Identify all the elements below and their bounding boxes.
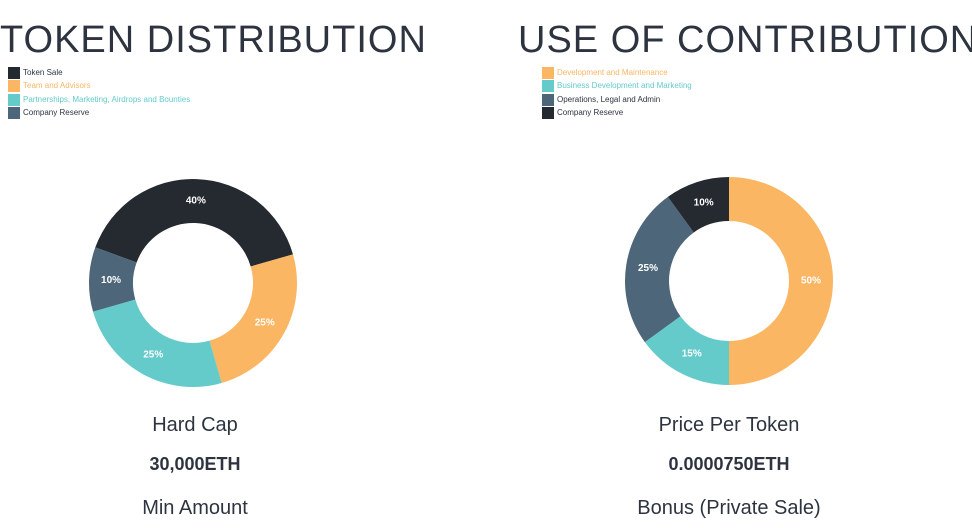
donut-slice[interactable] — [729, 177, 833, 385]
legend-item[interactable]: Business Development and Marketing — [542, 80, 692, 94]
token-distribution-donut: 40% 25% 25% 10% — [89, 179, 297, 387]
slice-data-label: 10% — [101, 275, 121, 286]
legend-swatch — [8, 93, 20, 106]
legend-swatch — [8, 80, 20, 93]
use-of-contributions-panel: USE OF CONTRIBUTIONS Development and Mai… — [512, 0, 972, 528]
donut-slice[interactable] — [644, 316, 729, 385]
slice-data-label: 25% — [143, 349, 163, 360]
legend-swatch — [542, 93, 554, 106]
slice-data-label: 50% — [801, 276, 821, 287]
legend-swatch — [8, 66, 20, 79]
slice-data-label: 10% — [694, 198, 714, 209]
use-of-contributions-donut: 50% 15% 25% 10% — [625, 177, 833, 385]
price-per-token-value: 0.0000750ETH — [668, 454, 790, 474]
donut-slice[interactable] — [625, 196, 694, 343]
use-of-contributions-title: USE OF CONTRIBUTIONS — [518, 19, 972, 62]
legend-swatch — [542, 80, 554, 93]
bonus-private-sale-label: Bonus (Private Sale) — [637, 497, 821, 519]
slice-data-label: 40% — [186, 196, 206, 207]
legend-item[interactable]: Company Reserve — [542, 107, 692, 121]
use-of-contributions-legend: Development and Maintenance Business Deve… — [542, 66, 692, 120]
legend-label: Token Sale — [23, 67, 63, 77]
token-distribution-title: TOKEN DISTRIBUTION — [0, 19, 427, 62]
slice-data-label: 25% — [638, 263, 658, 274]
legend-label: Company Reserve — [557, 108, 624, 118]
donut-slice[interactable] — [95, 179, 293, 267]
slice-data-label: 25% — [255, 317, 275, 328]
slice-data-label: 15% — [682, 349, 702, 360]
legend-swatch — [542, 66, 554, 79]
legend-label: Company Reserve — [23, 108, 90, 118]
min-amount-label: Min Amount — [142, 497, 248, 519]
legend-item[interactable]: Development and Maintenance — [542, 66, 692, 80]
legend-label: Operations, Legal and Admin — [557, 94, 661, 104]
legend-item[interactable]: Team and Advisors — [8, 80, 190, 94]
donut-slice[interactable] — [89, 247, 137, 312]
legend-swatch — [542, 107, 554, 120]
token-distribution-legend: Token Sale Team and Advisors Partnerships,… — [8, 66, 190, 120]
legend-item[interactable]: Token Sale — [8, 66, 190, 80]
hard-cap-value: 30,000ETH — [149, 454, 241, 474]
legend-label: Business Development and Marketing — [557, 81, 692, 91]
donut-slice[interactable] — [209, 254, 297, 383]
price-per-token-label: Price Per Token — [658, 414, 800, 436]
legend-label: Development and Maintenance — [557, 67, 668, 77]
legend-item[interactable]: Company Reserve — [8, 107, 190, 121]
token-distribution-panel: TOKEN DISTRIBUTION Token Sale Team and Ad… — [0, 0, 460, 528]
legend-swatch — [8, 107, 20, 120]
legend-label: Partnerships, Marketing, Airdrops and Bo… — [23, 94, 191, 104]
hard-cap-label: Hard Cap — [152, 414, 238, 436]
donut-slice[interactable] — [667, 177, 729, 233]
legend-item[interactable]: Operations, Legal and Admin — [542, 93, 692, 107]
donut-slice[interactable] — [93, 299, 222, 387]
legend-item[interactable]: Partnerships, Marketing, Airdrops and Bo… — [8, 93, 190, 107]
legend-label: Team and Advisors — [23, 81, 91, 91]
